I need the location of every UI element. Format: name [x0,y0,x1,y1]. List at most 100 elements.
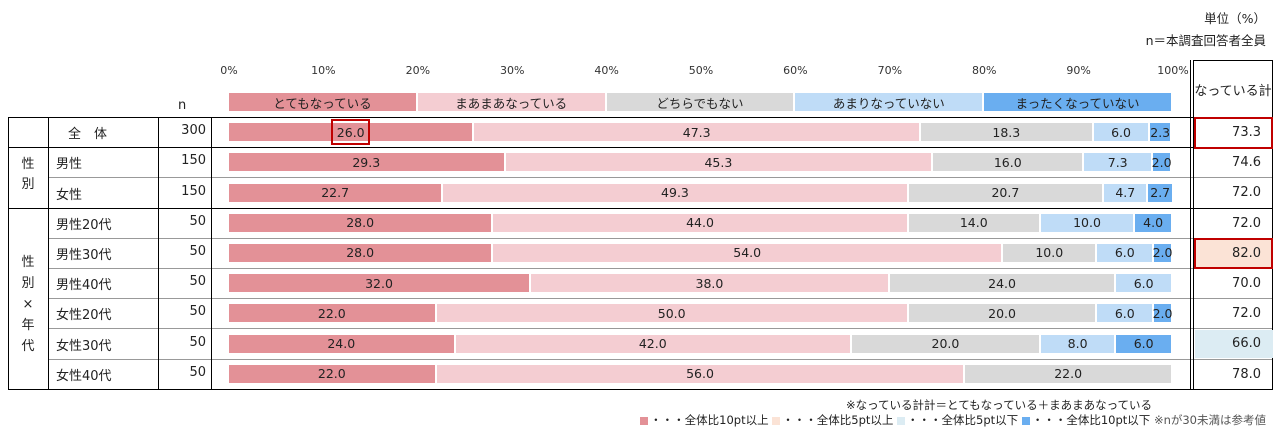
total-value: 72.0 [1232,215,1261,231]
total-value: 72.0 [1232,185,1261,201]
grid-line [48,358,1273,360]
row-label: 男性 [56,157,83,173]
legend-swatch [640,416,649,425]
bar-segment: 44.0 [493,213,909,232]
row-label: 女性40代 [56,368,112,384]
footnote-legend-item: ・・・全体比10pt以下 [1021,413,1154,427]
bar-segment: 18.3 [920,123,1094,142]
legend-swatch [772,416,781,425]
legend-item: あまりなっていない [795,93,983,111]
bar-segment: 6.0 [1093,123,1151,142]
bar-segment: 8.0 [1040,334,1117,353]
grid-line [1190,60,1191,389]
bar-segment: 7.3 [1084,153,1154,172]
grid-line [158,117,159,389]
total-value: 72.0 [1232,306,1261,322]
total-value: 78.0 [1232,366,1261,382]
x-tick-label: 50% [688,64,714,77]
legend-item: まったくなっていない [984,93,1171,111]
highlight-box [1194,117,1273,150]
grid-line [48,177,1273,179]
n-value: 50 [189,213,206,229]
bar-segment: 22.7 [229,183,444,202]
bar-segment: 49.3 [443,183,909,202]
grid-line [48,268,1273,269]
grid-line [8,388,1273,390]
row-label: 女性 [56,187,83,203]
legend-item: とてもなっている [229,93,416,111]
grid-line [48,328,1273,330]
bar-segment: 2.3 [1150,123,1173,142]
grid-line [1193,60,1194,389]
grid-line [8,147,1273,149]
legend-item: どちらでもない [606,93,794,111]
bar-segment: 26.0 [229,123,475,142]
bar-segment: 28.0 [229,243,494,262]
group-label-gender: 性 別 [21,157,35,193]
bar-segment: 4.0 [1135,213,1173,232]
grid-line [211,117,212,389]
bar-segment: 50.0 [436,304,909,323]
x-tick-label: 20% [405,64,431,77]
bar-segment: 6.0 [1116,274,1173,293]
bar-segment: 2.0 [1152,243,1173,262]
grid-line [8,117,1273,118]
bar-segment: 2.0 [1152,304,1173,323]
row-label: 女性20代 [56,308,112,324]
bar-segment: 28.0 [229,213,494,232]
bar-segment: 20.7 [908,183,1105,202]
legend-swatch [897,416,906,425]
n-value: 300 [181,123,206,139]
n-value: 150 [181,153,206,169]
total-header: なっている計 [1193,60,1273,117]
x-tick-label: 40% [594,64,619,77]
x-tick-label: 10% [311,64,336,77]
footnote-reference: ※nが30未満は参考値 [1153,413,1266,427]
bar-segment: 45.3 [505,153,934,172]
bar-segment: 14.0 [908,213,1041,232]
bar-segment: 20.0 [908,304,1098,323]
bar-segment: 22.0 [229,304,437,323]
n-column-header: n [178,98,187,113]
grid-line [8,207,1273,209]
total-value: 73.3 [1232,125,1261,140]
bar-segment: 6.0 [1116,334,1173,353]
legend-item: まあまあなっている [417,93,605,111]
n-value: 50 [189,304,206,320]
bar-segment: 54.0 [493,243,1004,262]
n-value: 50 [189,243,206,259]
n-value: 50 [189,274,206,290]
grid-line [48,298,1273,300]
total-value: 66.0 [1195,330,1273,358]
bar-segment: 24.0 [229,334,456,353]
grid-line [48,237,1273,239]
base-label: n＝本調査回答者全員 [1145,33,1266,48]
footnote-legend: ・・・全体比10pt以上 ・・・全体比5pt以上 ・・・全体比5pt以下 ・・・… [640,412,1266,428]
row-label: 全 体 [68,127,108,143]
row-label: 女性30代 [56,338,112,354]
bar-segment: 6.0 [1097,304,1155,323]
bar-segment: 2.7 [1148,183,1174,202]
bar-segment: 56.0 [436,364,966,383]
legend-swatch [1021,416,1030,425]
grid-line [8,117,9,389]
n-value: 50 [189,334,206,350]
bar-segment: 4.7 [1104,183,1149,202]
row-label: 男性40代 [56,278,112,294]
bar-segment: 29.3 [229,153,506,172]
footnote-legend-item: ・・・全体比5pt以下 [897,413,1022,427]
bar-segment: 38.0 [531,274,890,293]
total-value: 70.0 [1232,276,1261,291]
bar-segment: 10.0 [1003,243,1098,262]
bar-segment: 24.0 [889,274,1117,293]
bar-segment: 2.0 [1151,153,1173,172]
grid-line [48,117,49,389]
x-tick-label: 0% [220,64,238,77]
row-label: 男性30代 [56,247,112,263]
bar-segment: 22.0 [229,364,437,383]
bar-segment: 6.0 [1097,243,1155,262]
total-value: 74.6 [1232,155,1261,171]
total-header-label: なっている計 [1194,83,1272,99]
highlight-box [331,119,370,145]
highlight-box [1194,237,1273,269]
